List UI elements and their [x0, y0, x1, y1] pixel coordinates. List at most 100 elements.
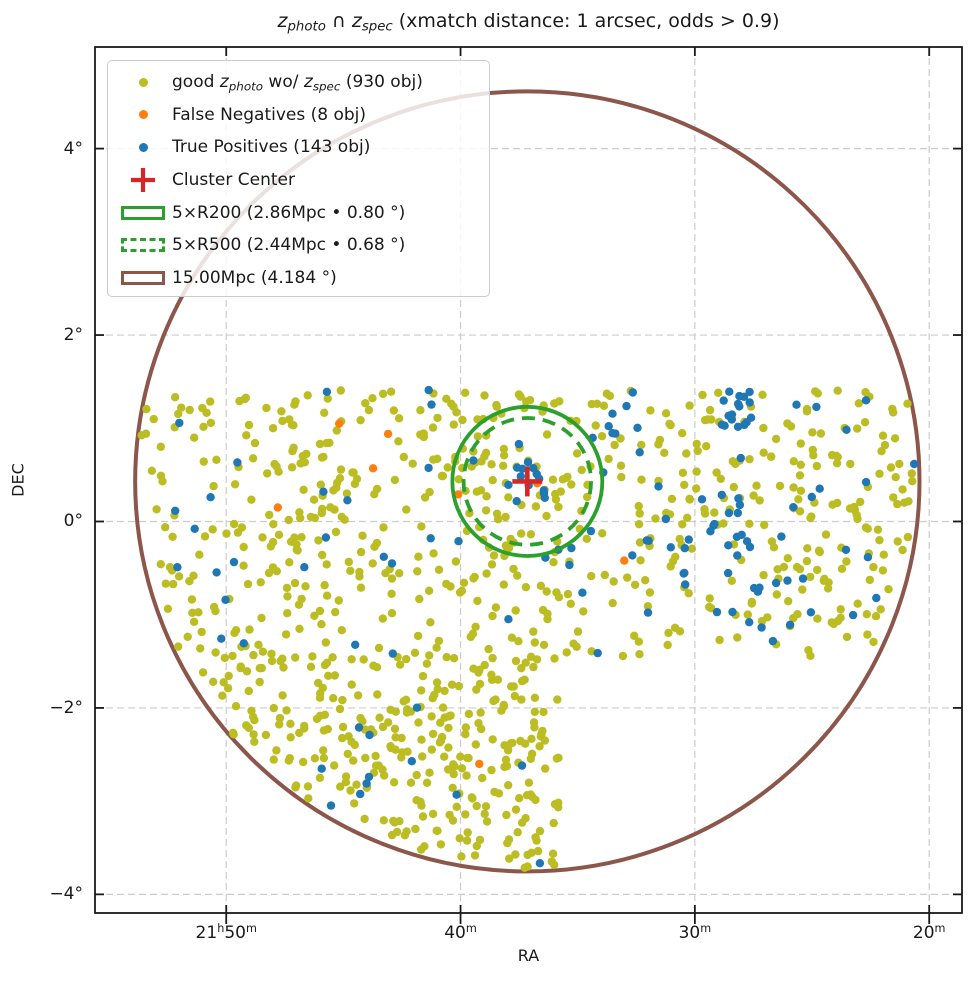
scatter-point-good_zphoto	[743, 610, 752, 619]
scatter-point-true_positives	[785, 620, 795, 629]
scatter-point-good_zphoto	[299, 757, 308, 767]
scatter-point-good_zphoto	[230, 480, 240, 489]
scatter-point-good_zphoto	[267, 649, 276, 658]
scatter-point-good_zphoto	[501, 755, 511, 764]
scatter-point-good_zphoto	[789, 483, 798, 492]
scatter-point-good_zphoto	[472, 487, 482, 496]
scatter-point-good_zphoto	[189, 571, 198, 580]
scatter-point-true_positives	[842, 425, 851, 434]
scatter-point-good_zphoto	[853, 599, 862, 608]
text-segment: ∩	[325, 10, 352, 32]
scatter-point-good_zphoto	[808, 428, 817, 437]
scatter-point-good_zphoto	[338, 695, 347, 705]
scatter-point-true_positives	[717, 420, 727, 429]
scatter-point-good_zphoto	[869, 562, 878, 572]
legend-marker-dot	[114, 77, 172, 87]
scatter-point-good_zphoto	[487, 460, 496, 469]
legend-marker-rect	[114, 238, 172, 253]
scatter-point-good_zphoto	[424, 586, 434, 595]
scatter-point-good_zphoto	[381, 569, 390, 578]
scatter-point-good_zphoto	[199, 457, 208, 466]
scatter-point-good_zphoto	[315, 693, 325, 702]
scatter-point-good_zphoto	[795, 471, 805, 480]
scatter-point-true_positives	[504, 480, 513, 490]
rect-marker-icon	[121, 238, 165, 253]
text-segment: Cluster Center	[172, 170, 295, 191]
scatter-point-good_zphoto	[660, 448, 669, 457]
scatter-point-good_zphoto	[461, 810, 470, 819]
scatter-point-good_zphoto	[372, 663, 382, 672]
text-segment: m	[700, 922, 712, 935]
scatter-point-good_zphoto	[898, 545, 907, 555]
legend-item: False Negatives (8 obj)	[114, 99, 479, 132]
scatter-point-good_zphoto	[425, 651, 434, 660]
scatter-point-good_zphoto	[769, 543, 779, 552]
scatter-point-good_zphoto	[433, 454, 442, 463]
scatter-point-good_zphoto	[703, 415, 713, 424]
scatter-point-good_zphoto	[517, 695, 526, 704]
scatter-point-good_zphoto	[462, 836, 472, 845]
scatter-point-good_zphoto	[833, 452, 842, 462]
scatter-point-good_zphoto	[163, 604, 173, 613]
scatter-point-good_zphoto	[371, 751, 380, 761]
scatter-point-good_zphoto	[282, 583, 292, 593]
scatter-point-good_zphoto	[427, 745, 436, 754]
scatter-point-good_zphoto	[693, 446, 702, 456]
scatter-point-good_zphoto	[554, 502, 563, 512]
scatter-point-good_zphoto	[771, 434, 781, 444]
scatter-point-good_zphoto	[224, 671, 233, 681]
scatter-point-true_positives	[354, 723, 364, 732]
scatter-point-good_zphoto	[256, 578, 265, 587]
scatter-point-good_zphoto	[187, 595, 197, 604]
scatter-point-good_zphoto	[759, 570, 768, 580]
scatter-point-good_zphoto	[209, 677, 218, 686]
scatter-point-good_zphoto	[587, 571, 596, 581]
rect-marker-icon	[121, 205, 165, 220]
scatter-point-good_zphoto	[481, 802, 491, 811]
scatter-point-good_zphoto	[530, 707, 539, 716]
legend-item: 5×R500 (2.44Mpc • 0.68 °)	[114, 229, 479, 262]
scatter-point-good_zphoto	[356, 583, 366, 592]
scatter-point-good_zphoto	[842, 632, 852, 642]
scatter-point-good_zphoto	[812, 461, 821, 471]
scatter-point-good_zphoto	[414, 718, 423, 727]
scatter-point-good_zphoto	[368, 559, 377, 568]
scatter-point-good_zphoto	[682, 449, 691, 458]
text-segment: z	[351, 10, 362, 32]
scatter-point-good_zphoto	[329, 694, 338, 703]
scatter-point-true_positives	[737, 530, 746, 539]
scatter-point-good_zphoto	[836, 605, 845, 614]
scatter-point-good_zphoto	[350, 799, 359, 808]
scatter-point-good_zphoto	[322, 560, 331, 569]
scatter-point-good_zphoto	[548, 475, 558, 484]
scatter-point-good_zphoto	[406, 707, 415, 716]
scatter-point-good_zphoto	[325, 438, 334, 447]
scatter-point-true_positives	[578, 588, 587, 597]
scatter-point-true_positives	[175, 418, 184, 428]
scatter-point-good_zphoto	[532, 655, 542, 664]
scatter-point-good_zphoto	[670, 623, 680, 632]
scatter-point-good_zphoto	[863, 630, 872, 639]
scatter-point-good_zphoto	[470, 572, 479, 582]
scatter-point-good_zphoto	[618, 651, 628, 661]
scatter-point-good_zphoto	[438, 703, 448, 712]
scatter-point-good_zphoto	[871, 612, 881, 621]
text-segment: (xmatch distance: 1 arcsec, odds > 0.9)	[392, 10, 780, 32]
scatter-point-good_zphoto	[319, 753, 329, 763]
text-segment: 40	[444, 923, 466, 944]
scatter-point-good_zphoto	[492, 402, 501, 411]
scatter-point-good_zphoto	[499, 580, 508, 589]
scatter-point-good_zphoto	[347, 680, 356, 689]
scatter-point-good_zphoto	[156, 560, 165, 569]
scatter-point-good_zphoto	[319, 746, 328, 755]
scatter-point-good_zphoto	[444, 723, 453, 733]
scatter-point-good_zphoto	[617, 472, 626, 482]
scatter-point-good_zphoto	[277, 407, 286, 416]
scatter-point-good_zphoto	[350, 740, 359, 750]
scatter-point-good_zphoto	[349, 756, 358, 765]
scatter-point-good_zphoto	[304, 794, 313, 803]
scatter-point-good_zphoto	[229, 519, 239, 529]
scatter-point-good_zphoto	[343, 749, 352, 759]
scatter-point-good_zphoto	[526, 754, 535, 763]
scatter-point-good_zphoto	[489, 551, 499, 560]
